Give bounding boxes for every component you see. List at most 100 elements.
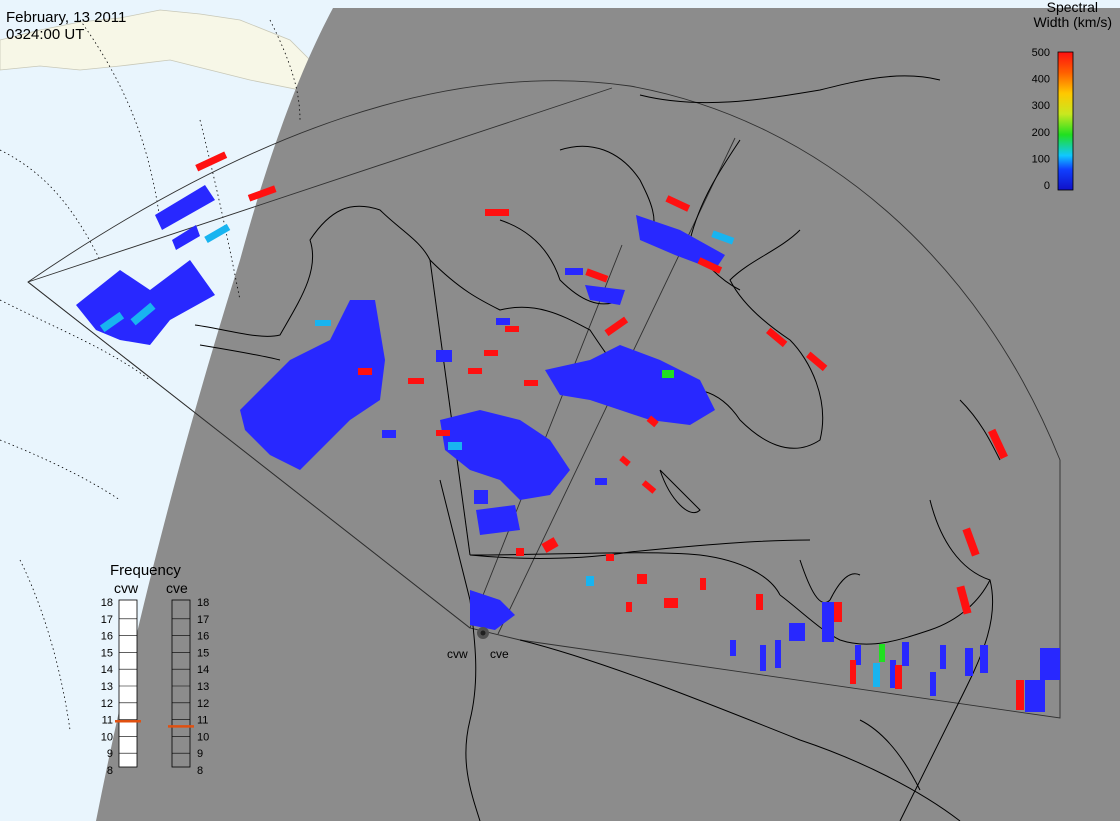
echo-patch [902,642,909,666]
frequency-tick-label: 13 [197,681,209,693]
frequency-tick-label: 8 [107,765,113,777]
echo-patch [879,644,885,662]
colorbar-tick-label: 200 [1032,127,1050,139]
date-label: February, 13 2011 [6,9,127,26]
echo-patch [1025,680,1045,712]
echo-patch [204,223,231,243]
frequency-tick-label: 15 [101,647,113,659]
echo-patch [485,209,509,216]
echo-patch [440,410,570,500]
echo-patch [700,578,706,590]
echo-patch [436,430,450,436]
echo-patch [965,648,973,676]
echo-patch [516,548,524,556]
echo-patch [760,645,766,671]
echo-patch [470,590,515,630]
echo-patch [586,576,594,586]
echoes-high-width [195,151,1024,710]
colorbar-tick-label: 300 [1032,100,1050,112]
echo-patch [636,215,725,270]
echo-patch [756,594,763,610]
colorbar-tick-label: 400 [1032,74,1050,86]
frequency-tick-label: 18 [101,597,113,609]
echo-patch [448,442,462,450]
echo-patch [247,185,277,202]
echo-patch [850,660,856,684]
echo-patch [664,598,678,608]
echo-patch [606,554,614,561]
echo-patch [641,480,657,494]
colorbar-title-line2: Width (km/s) [1033,14,1112,30]
echo-patch [711,230,735,245]
echo-patch [545,345,715,425]
echo-patch [315,320,331,326]
echo-patch [637,574,647,584]
echo-patch [930,672,936,696]
frequency-tick-label: 13 [101,681,113,693]
echo-patch [468,368,482,374]
echo-patch [524,380,538,386]
echo-patch [662,370,674,378]
echo-patch [99,311,125,333]
echo-patch [855,645,861,665]
echoes-green [662,370,885,662]
frequency-tick-label: 17 [197,614,209,626]
frequency-label-cve: cve [166,580,188,596]
echo-patch [585,268,609,283]
echo-patch [505,326,519,332]
echo-patch [585,285,625,305]
echo-patch [775,640,781,668]
echo-patch [130,302,156,326]
echo-patch [665,195,691,212]
echo-patch [474,490,488,504]
frequency-tick-label: 14 [101,664,113,676]
frequency-tick-label: 15 [197,647,209,659]
echo-patch [565,268,583,275]
echo-patch [962,527,980,557]
echo-patch [1016,680,1024,710]
echo-patch [604,316,629,337]
echo-patch [940,645,946,669]
echo-patch [988,428,1008,460]
fov-outlines [27,80,1061,719]
colorbar-gradient [1057,51,1074,191]
frequency-panel: Frequency cvw cve 18 18 17 17 16 16 15 15 14 14 13… [101,562,210,777]
frequency-tick-label: 12 [197,698,209,710]
radar-label-cve: cve [490,647,509,661]
frequency-tick-label: 9 [107,748,113,760]
echo-patch [408,378,424,384]
frequency-tick-label: 18 [197,597,209,609]
echo-patch [382,430,396,438]
colorbar-title-line1: Spectral [1047,0,1098,15]
border-line [469,539,811,559]
echo-patch [646,415,659,428]
frequency-tick-label: 9 [197,748,203,760]
radar-label-cvw: cvw [447,647,468,661]
echo-patch [436,350,452,362]
colorbar-tick-label: 500 [1032,47,1050,59]
frequency-column-cve [171,599,191,768]
echo-patch [172,225,200,250]
frequency-title: Frequency [110,562,181,579]
echo-patch [541,537,559,553]
frequency-tick-label: 11 [102,715,113,727]
echo-patch [619,455,631,467]
echo-patch [1040,648,1060,680]
frequency-column-cvw [118,599,138,768]
frequency-tick-label: 10 [101,731,113,743]
echo-patch [240,300,385,470]
echo-patch [766,327,788,348]
time-label: 0324:00 UT [6,26,85,43]
echo-patch [890,660,896,688]
echo-patch [789,623,805,641]
echo-patch [195,151,228,172]
radar-site-center [480,630,486,636]
frequency-tick-label: 16 [101,631,113,643]
echo-patch [834,602,842,622]
echo-patch [895,665,902,689]
echo-patch [484,350,498,356]
echoes-mid-width [99,223,880,687]
echo-patch [730,640,736,656]
